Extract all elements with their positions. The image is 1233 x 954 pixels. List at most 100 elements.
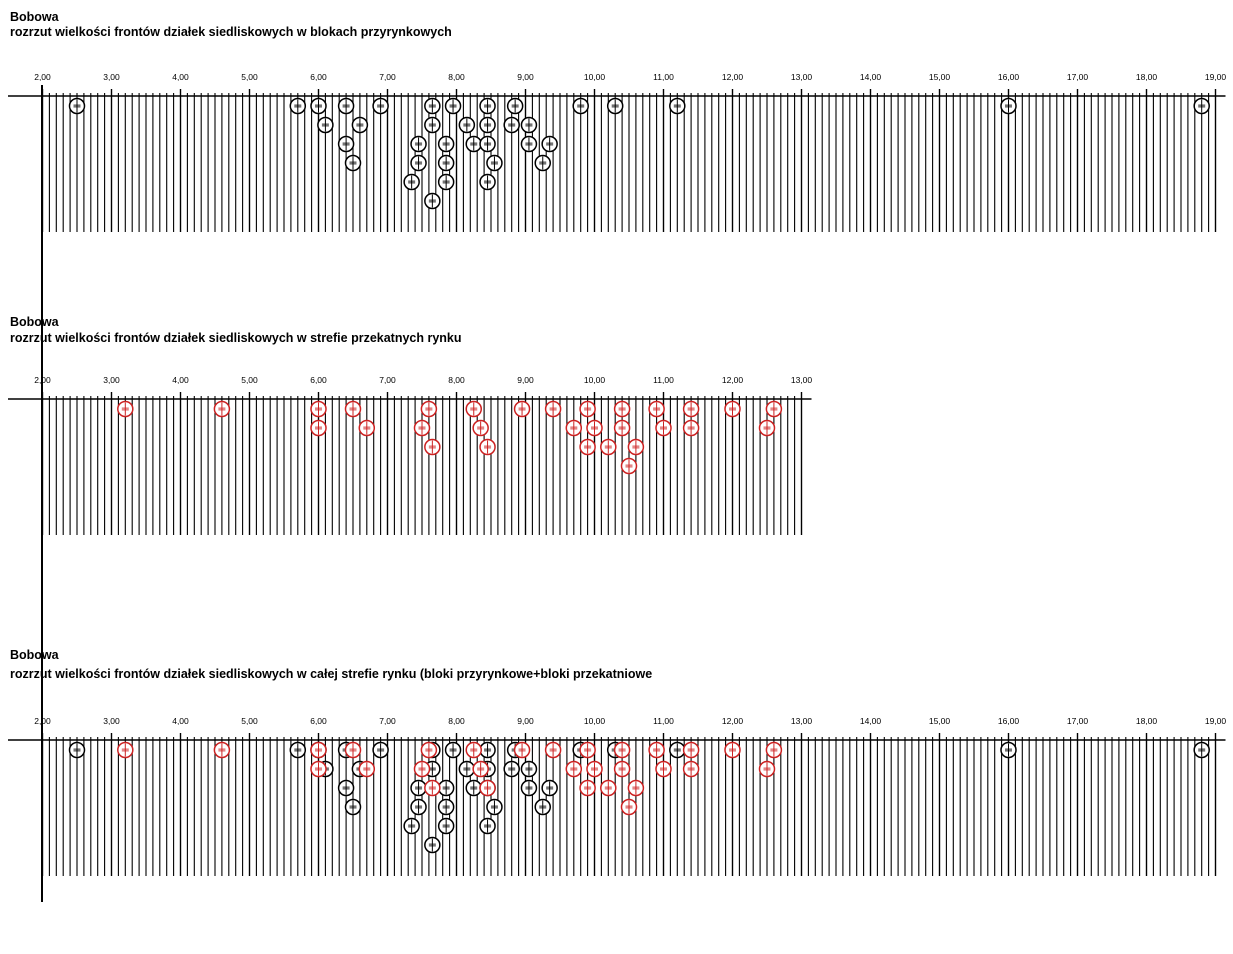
data-point-label-mark (729, 748, 736, 752)
data-point-label-mark (546, 142, 554, 146)
x-tick-label: 10,00 (584, 72, 606, 82)
data-point-label-mark (484, 748, 492, 752)
data-point-label-mark (408, 824, 416, 828)
data-point-label-mark (518, 407, 526, 411)
x-tick-label: 15,00 (929, 72, 951, 82)
data-point-label-mark (449, 104, 457, 108)
data-point-label-mark (525, 123, 533, 127)
data-point-label-mark (525, 767, 533, 771)
data-point-label-mark (508, 123, 516, 127)
x-tick-label: 10,00 (584, 375, 606, 385)
data-point-label-mark (415, 161, 423, 165)
data-point-label-mark (770, 407, 778, 411)
x-tick-label: 13,00 (791, 375, 813, 385)
data-point-label-mark (425, 407, 433, 411)
x-tick-label: 12,00 (722, 72, 744, 82)
data-point-label-mark (315, 426, 322, 430)
data-point-label-mark (591, 767, 598, 771)
data-point-label-mark (342, 104, 350, 108)
data-point-label-mark (490, 161, 498, 165)
x-tick-label: 13,00 (791, 716, 813, 726)
data-point-label-mark (470, 748, 478, 752)
x-tick-label: 16,00 (998, 72, 1020, 82)
x-tick-label: 9,00 (517, 716, 534, 726)
data-point-label-mark (618, 407, 626, 411)
data-point-label-mark (363, 426, 371, 430)
data-point-label-mark (484, 180, 492, 184)
data-point-label-mark (428, 843, 436, 847)
data-point-label-mark (673, 748, 681, 752)
chart-subtitle: rozrzut wielkości frontów działek siedli… (10, 331, 462, 345)
x-tick-label: 6,00 (310, 72, 327, 82)
x-tick-label: 3,00 (103, 72, 120, 82)
chart-plot: 2,00 3,00 4,00 5,00 6,00 7,00 8,00 9,00 10,00 11,… (8, 375, 813, 535)
data-point-label-mark (570, 426, 578, 430)
data-point-label-mark (729, 407, 736, 411)
data-point-label-mark (315, 748, 322, 752)
data-point-label-mark (484, 445, 492, 449)
x-tick-label: 6,00 (310, 716, 327, 726)
data-point-label-mark (428, 123, 436, 127)
data-point-label-mark (625, 805, 633, 809)
data-point-label-mark (570, 767, 578, 771)
x-tick-label: 2,00 (34, 716, 51, 726)
x-tick-label: 8,00 (448, 375, 465, 385)
data-point-label-mark (342, 142, 350, 146)
x-tick-label: 7,00 (379, 72, 396, 82)
data-point-label-mark (428, 445, 436, 449)
x-tick-label: 14,00 (860, 72, 882, 82)
x-tick-label: 12,00 (722, 716, 744, 726)
x-tick-label: 11,00 (653, 72, 674, 82)
data-point-label-mark (591, 426, 598, 430)
data-point-label-mark (611, 104, 619, 108)
data-point-label-mark (449, 748, 457, 752)
data-point-label-mark (342, 786, 350, 790)
x-tick-label: 12,00 (722, 375, 744, 385)
data-point-label-mark (604, 786, 612, 790)
data-point-label-mark (604, 445, 612, 449)
x-tick-label: 6,00 (310, 375, 327, 385)
x-tick-label: 4,00 (172, 375, 189, 385)
data-point-label-mark (315, 104, 322, 108)
data-point-label-mark (442, 786, 450, 790)
data-point-label-mark (484, 104, 492, 108)
data-point-label-mark (584, 407, 592, 411)
data-point-label-mark (539, 805, 547, 809)
data-point-label-mark (418, 767, 426, 771)
data-point-label-mark (770, 748, 778, 752)
x-tick-label: 9,00 (517, 375, 534, 385)
data-point-label-mark (584, 748, 592, 752)
data-point-label-mark (577, 104, 585, 108)
data-point-label-mark (315, 767, 322, 771)
x-tick-label: 15,00 (929, 716, 951, 726)
data-point-label-mark (511, 104, 519, 108)
data-point-label-mark (549, 748, 557, 752)
data-point-label-mark (418, 426, 426, 430)
data-point-label-mark (408, 180, 416, 184)
data-point-label-mark (218, 748, 226, 752)
data-point-label-mark (363, 767, 371, 771)
data-point-label-mark (470, 142, 478, 146)
data-point-label-mark (470, 786, 478, 790)
data-point-label-mark (484, 786, 492, 790)
data-point-label-mark (349, 805, 357, 809)
chart-title: Bobowa (10, 315, 59, 329)
data-point-label-mark (294, 748, 302, 752)
x-tick-label: 11,00 (653, 716, 674, 726)
x-tick-label: 8,00 (448, 716, 465, 726)
data-point-label-mark (73, 748, 81, 752)
data-point-label-mark (442, 142, 450, 146)
chart-plot: 2,00 3,00 4,00 5,00 6,00 7,00 8,00 9,00 10,00 11,… (8, 72, 1226, 232)
data-point-label-mark (349, 161, 357, 165)
x-tick-label: 3,00 (103, 716, 120, 726)
data-point-label-mark (349, 748, 357, 752)
data-point-label-mark (632, 786, 640, 790)
data-point-label-mark (477, 426, 485, 430)
data-point-label-mark (1005, 104, 1012, 108)
data-point-label-mark (687, 748, 695, 752)
data-point-label-mark (470, 407, 478, 411)
data-point-label-mark (673, 104, 681, 108)
data-point-label-mark (618, 748, 626, 752)
data-point-label-mark (660, 767, 667, 771)
data-point-label-mark (377, 104, 385, 108)
